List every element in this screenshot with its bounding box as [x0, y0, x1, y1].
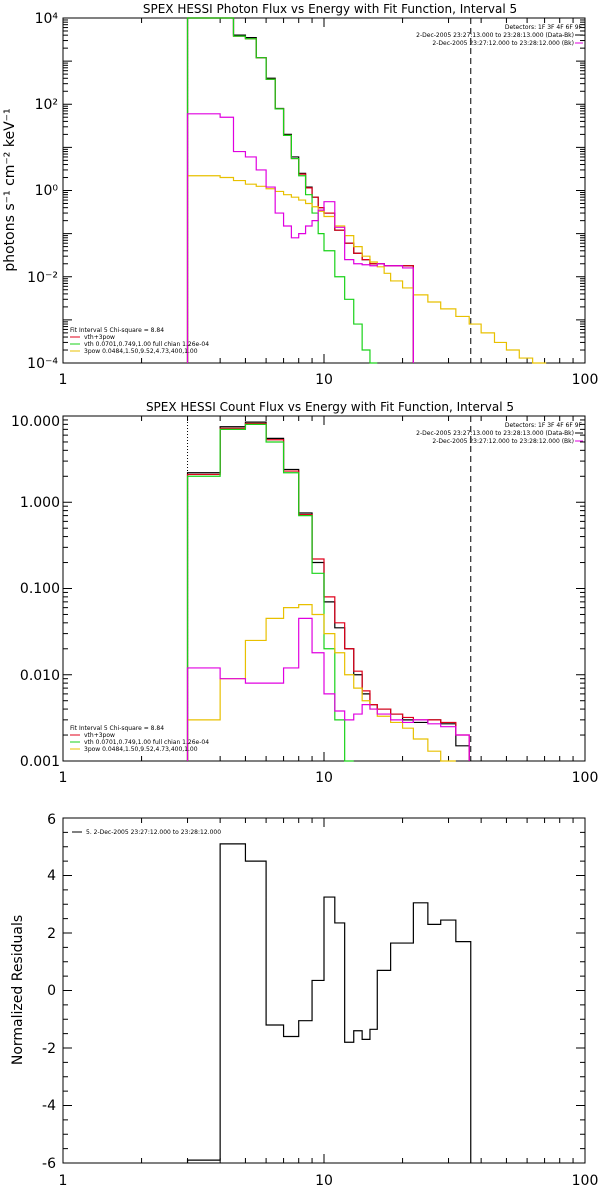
residuals-y-tick-neg2: -2	[42, 1041, 56, 1057]
residuals-y-tick-neg6: -6	[42, 1156, 56, 1172]
count-header-detectors: Detectors: 1F 3F 4F 6F 9F	[505, 422, 583, 429]
count-y-tick-0.001: 0.001	[20, 754, 60, 770]
count-y-tick-1.000: 1.000	[20, 495, 60, 511]
photon-y-tick-1e-4: 10⁻⁴	[27, 356, 58, 372]
photon-series-3-3pow-0-0484-1-50-9-52-4--line	[186, 175, 547, 364]
photon-series-2-vth-0-0701-0-749-1-00-fu-line	[186, 17, 378, 364]
count-series-group	[186, 421, 470, 762]
residuals-x-tick-10: 10	[315, 1173, 333, 1189]
residuals-plot-frame	[62, 817, 586, 1164]
residuals-y-axis-label: Normalized Residuals	[10, 915, 26, 1065]
count-legend-total: vth+3pow	[84, 732, 115, 739]
count-legend: Fit Interval 5 Chi-square = 8.84 vth+3po…	[70, 725, 209, 753]
count-series-1-vth-3pow-line	[186, 422, 470, 761]
residuals-legend: 5. 2-Dec-2005 23:27:12.000 to 23:28:12.0…	[72, 829, 221, 836]
count-axis-ticks	[62, 416, 585, 762]
panel-photon-flux: SPEX HESSI Photon Flux vs Energy with Fi…	[2, 2, 598, 388]
photon-legend-vth: vth 0.0701,0.749,1.00 full chian 1.26e-0…	[84, 341, 209, 348]
photon-header-data-interval: 2-Dec-2005 23:27:13.000 to 23:28:13.000 …	[416, 32, 574, 39]
photon-legend-heading: Fit Interval 5 Chi-square = 8.84	[70, 327, 164, 334]
photon-series-group	[186, 17, 547, 364]
photon-header-bk-interval: 2-Dec-2005 23:27:12.000 to 23:28:12.000 …	[432, 40, 574, 47]
photon-series-1-vth-3pow-line	[186, 17, 414, 363]
residuals-y-tick-neg4: -4	[42, 1098, 56, 1114]
count-header-bk-interval: 2-Dec-2005 23:27:12.000 to 23:28:12.000 …	[432, 438, 574, 445]
count-series-0-series-0-line	[186, 421, 470, 761]
photon-legend-3pow: 3pow 0.0484,1.50,9.52,4.73,400,1.00	[84, 348, 198, 355]
count-x-tick-1: 1	[59, 770, 68, 786]
count-series-4-series-4-line	[186, 617, 470, 761]
photon-y-tick-1e2: 10²	[35, 97, 58, 113]
photon-header-info: Detectors: 1F 3F 4F 6F 9F 2-Dec-2005 23:…	[416, 24, 583, 47]
residuals-legend-label: 5. 2-Dec-2005 23:27:12.000 to 23:28:12.0…	[86, 829, 221, 836]
photon-panel-title: SPEX HESSI Photon Flux vs Energy with Fi…	[143, 2, 517, 16]
residuals-axis-ticks	[62, 817, 585, 1164]
count-legend-vth: vth 0.0701,0.749,1.00 full chian 1.26e-0…	[84, 739, 209, 746]
photon-x-tick-10: 10	[315, 372, 333, 388]
count-y-tick-10.000: 10.000	[11, 414, 60, 430]
photon-plot-frame	[62, 17, 586, 364]
count-y-tick-0.100: 0.100	[20, 581, 60, 597]
residuals-series-0-5-2-dec-2005-23-27-12-00-line	[186, 843, 472, 1163]
photon-x-tick-100: 100	[572, 372, 599, 388]
count-panel-title: SPEX HESSI Count Flux vs Energy with Fit…	[146, 400, 514, 414]
photon-axis-ticks	[62, 18, 585, 364]
photon-y-tick-1e-2: 10⁻²	[27, 270, 58, 286]
count-header-info: Detectors: 1F 3F 4F 6F 9F 2-Dec-2005 23:…	[416, 422, 583, 445]
photon-y-tick-1e0: 10⁰	[35, 183, 59, 199]
photon-header-detectors: Detectors: 1F 3F 4F 6F 9F	[505, 24, 583, 31]
photon-series-0-series-0-line	[186, 17, 414, 363]
count-y-tick-0.010: 0.010	[20, 668, 60, 684]
residuals-y-tick-0: 0	[47, 983, 56, 999]
photon-y-tick-1e4: 10⁴	[35, 11, 59, 27]
count-header-data-interval: 2-Dec-2005 23:27:13.000 to 23:28:13.000 …	[416, 430, 574, 437]
count-legend-3pow: 3pow 0.0484,1.50,9.52,4.73,400,1.00	[84, 746, 198, 753]
residuals-plot-area	[62, 817, 586, 1164]
residuals-x-tick-1: 1	[59, 1173, 68, 1189]
photon-legend-total: vth+3pow	[84, 334, 115, 341]
residuals-y-tick-2: 2	[47, 926, 56, 942]
photon-x-tick-1: 1	[59, 372, 68, 388]
residuals-x-tick-100: 100	[572, 1173, 599, 1189]
photon-plot-area	[62, 17, 586, 364]
residuals-y-tick-6: 6	[47, 812, 56, 828]
panel-count-flux: SPEX HESSI Count Flux vs Energy with Fit…	[11, 400, 598, 786]
count-x-tick-10: 10	[315, 770, 333, 786]
count-plot-area	[62, 415, 586, 762]
photon-series-4-series-4-line	[186, 113, 414, 363]
photon-legend: Fit Interval 5 Chi-square = 8.84 vth+3po…	[70, 327, 209, 355]
count-x-tick-100: 100	[572, 770, 599, 786]
residuals-y-tick-4: 4	[47, 868, 56, 884]
panel-residuals: 1 10 100 -6 -4 -2 0 2 4 6 Normalized Res…	[10, 812, 598, 1189]
residuals-series-group	[186, 843, 472, 1163]
count-legend-heading: Fit Interval 5 Chi-square = 8.84	[70, 725, 164, 732]
count-series-3-3pow-0-0484-1-50-9-52-4--line	[186, 604, 456, 762]
photon-y-axis-label: photons s⁻¹ cm⁻² keV⁻¹	[2, 108, 18, 271]
